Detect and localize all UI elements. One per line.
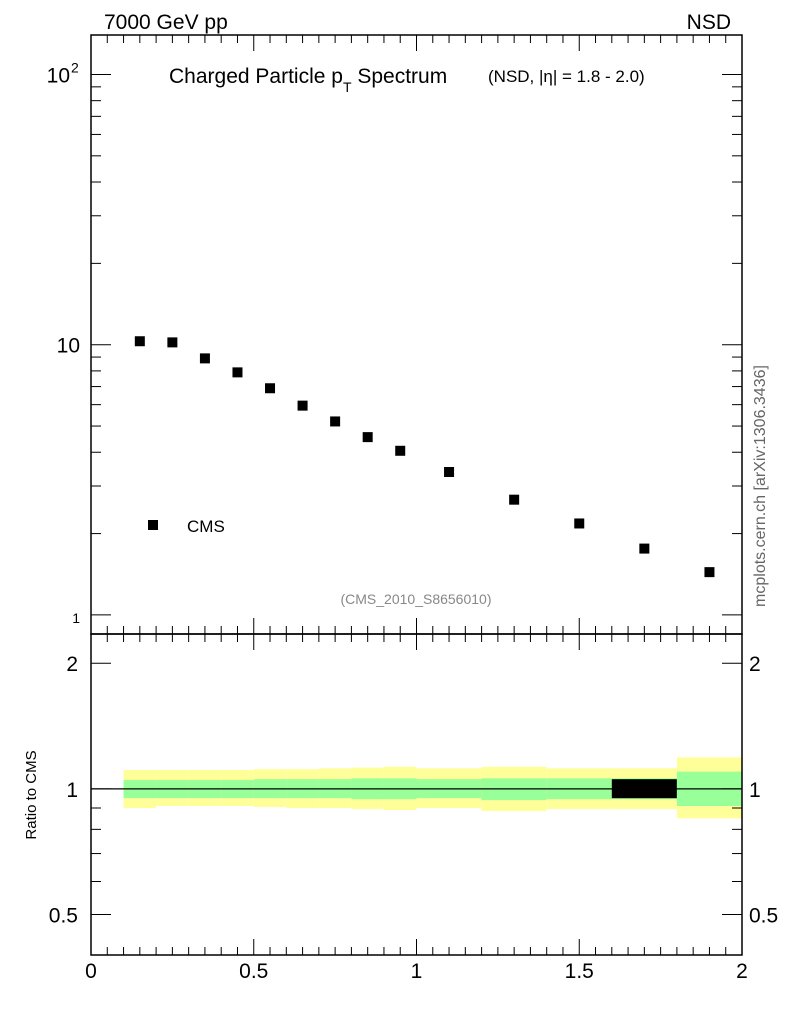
main-y-ticks — [91, 73, 742, 616]
chart-title-main: Charged Particle p — [169, 65, 343, 88]
y-tick-label: 10 — [47, 64, 70, 87]
ratio-bands — [123, 757, 742, 819]
cms-data-points — [134, 336, 715, 578]
ratio-y-tick-labels: 0.5 0.5 1 1 2 2 — [49, 653, 778, 927]
ratio-y-tick-label-right: 2 — [749, 653, 761, 676]
data-point — [509, 494, 520, 505]
data-point — [444, 467, 455, 478]
x-axis-tick-labels: 0 0.5 1 1.5 2 — [85, 960, 748, 983]
chart-title-tail: Spectrum — [352, 65, 448, 88]
data-point — [362, 432, 373, 443]
data-point — [297, 400, 308, 411]
x-tick-label: 2 — [736, 960, 748, 983]
ratio-y-tick-label-right: 1 — [749, 779, 761, 802]
chart-title-detail: (NSD, |η| = 1.8 - 2.0) — [488, 67, 645, 86]
energy-label: 7000 GeV pp — [104, 11, 228, 34]
ratio-y-tick-label-right: 0.5 — [749, 905, 778, 928]
y-tick-label-exponent: 2 — [71, 59, 79, 75]
ratio-y-tick-label-left: 1 — [66, 779, 78, 802]
data-point — [704, 567, 715, 578]
data-point — [199, 353, 210, 364]
legend: CMS — [148, 517, 225, 536]
y-tick-label: 10 — [57, 335, 80, 358]
data-point — [134, 336, 145, 347]
ratio-axis-label: Ratio to CMS — [23, 750, 40, 839]
x-tick-label: 0 — [85, 960, 97, 983]
ratio-y-ticks — [91, 662, 742, 956]
legend-marker — [148, 520, 158, 530]
ratio-y-tick-label-left: 0.5 — [49, 905, 78, 928]
x-tick-label: 1.5 — [565, 960, 594, 983]
x-axis-ticks — [90, 634, 743, 955]
chart-title-subscript: T — [343, 79, 352, 95]
watermark-text: mcplots.cern.ch [arXiv:1306.3436] — [752, 365, 769, 607]
legend-label: CMS — [187, 517, 225, 536]
analysis-id: (CMS_2010_S8656010) — [341, 591, 492, 607]
data-point — [265, 383, 276, 394]
x-tick-label: 0.5 — [239, 960, 268, 983]
x-tick-label: 1 — [411, 960, 423, 983]
data-point — [330, 416, 341, 427]
data-point — [574, 518, 585, 529]
ratio-panel: 0.5 0.5 1 1 2 2 0 0.5 1 1.5 2 Ratio to CMS — [23, 633, 778, 983]
ratio-y-tick-label-left: 2 — [66, 653, 78, 676]
data-point — [232, 367, 243, 378]
process-label: NSD — [687, 11, 731, 34]
chart-title: Charged Particle pT Spectrum — [169, 65, 447, 95]
data-point — [639, 543, 650, 554]
y-tick-label: 1 — [72, 610, 80, 626]
data-point — [167, 337, 178, 348]
main-x-ticks — [90, 35, 743, 634]
data-point — [395, 445, 406, 456]
